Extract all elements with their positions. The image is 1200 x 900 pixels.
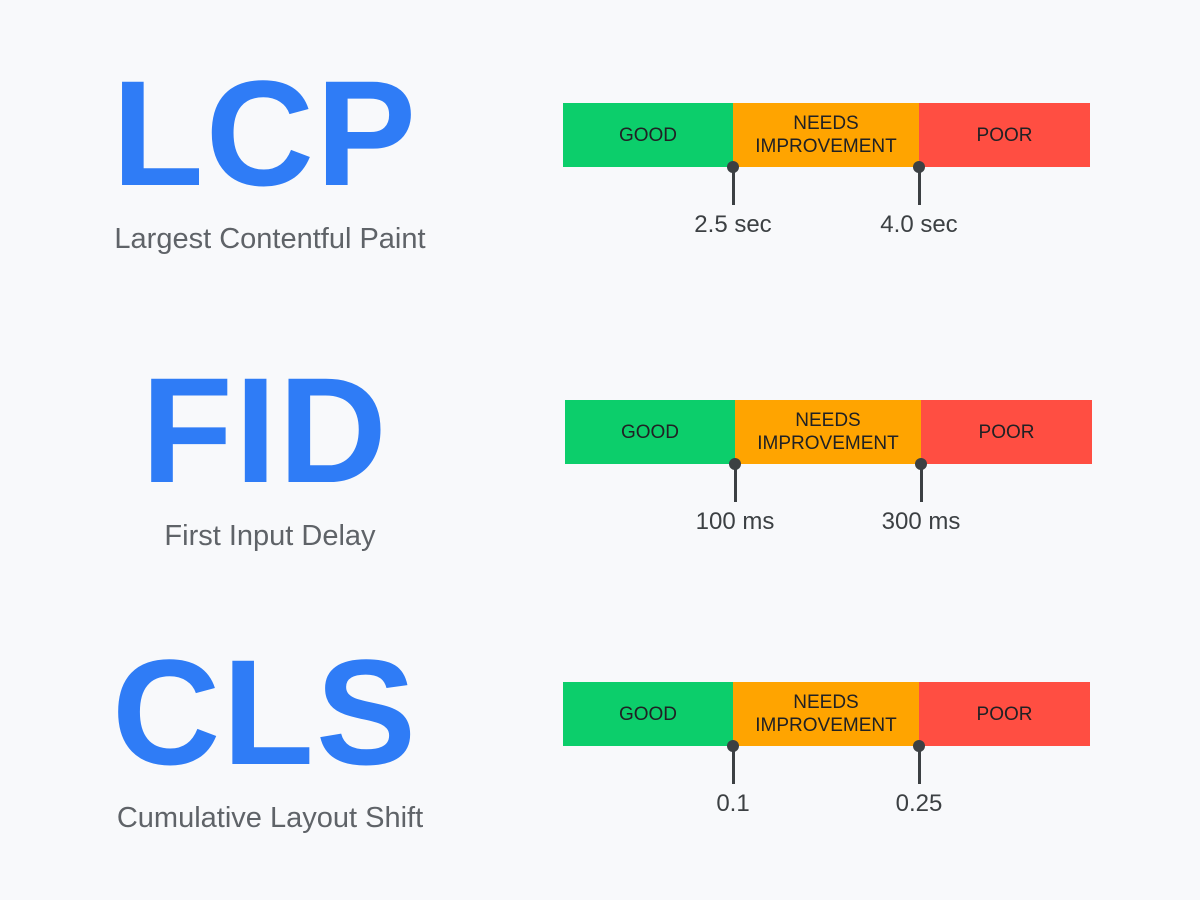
metric-abbreviation: CLS xyxy=(112,628,418,796)
segment-needs-improvement: NEEDS IMPROVEMENT xyxy=(735,400,921,464)
threshold-label-poor: 300 ms xyxy=(881,508,961,535)
metric-full-name: First Input Delay xyxy=(164,520,376,552)
segment-good: GOOD xyxy=(565,400,735,464)
metric-row: CLS Cumulative Layout Shift GOOD NEEDS I… xyxy=(0,637,1200,882)
metric-row: LCP Largest Contentful Paint GOOD NEEDS … xyxy=(0,58,1200,303)
segment-poor: POOR xyxy=(919,682,1090,746)
metric-abbreviation: FID xyxy=(141,346,389,514)
threshold-label-poor: 4.0 sec xyxy=(880,211,958,238)
threshold-label-good: 2.5 sec xyxy=(694,211,772,238)
metric-full-name: Largest Contentful Paint xyxy=(114,223,426,255)
threshold-line xyxy=(917,746,921,784)
threshold-bar: GOOD NEEDS IMPROVEMENT POOR xyxy=(563,682,1090,746)
threshold-line xyxy=(917,167,921,205)
metric-abbreviation: LCP xyxy=(112,49,418,217)
threshold-line xyxy=(733,464,737,502)
metric-row: FID First Input Delay GOOD NEEDS IMPROVE… xyxy=(0,355,1200,600)
threshold-bar: GOOD NEEDS IMPROVEMENT POOR xyxy=(563,103,1090,167)
segment-needs-improvement: NEEDS IMPROVEMENT xyxy=(733,682,919,746)
segment-poor: POOR xyxy=(921,400,1092,464)
segment-poor: POOR xyxy=(919,103,1090,167)
segment-good: GOOD xyxy=(563,682,733,746)
threshold-label-poor: 0.25 xyxy=(895,790,943,817)
threshold-line xyxy=(731,746,735,784)
metric-full-name: Cumulative Layout Shift xyxy=(116,802,424,834)
threshold-line xyxy=(731,167,735,205)
threshold-bar: GOOD NEEDS IMPROVEMENT POOR xyxy=(565,400,1092,464)
threshold-label-good: 0.1 xyxy=(716,790,750,817)
segment-needs-improvement: NEEDS IMPROVEMENT xyxy=(733,103,919,167)
threshold-label-good: 100 ms xyxy=(695,508,775,535)
threshold-line xyxy=(919,464,923,502)
segment-good: GOOD xyxy=(563,103,733,167)
